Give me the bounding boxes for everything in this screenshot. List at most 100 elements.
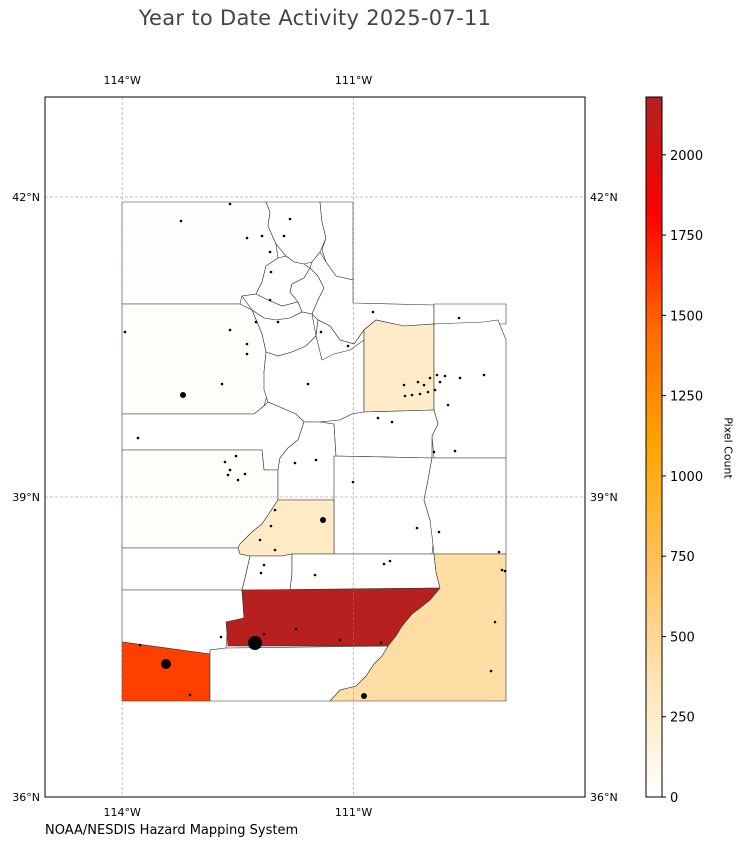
fire-detection (236, 478, 240, 482)
fire-detection (426, 390, 430, 394)
fire-detection (351, 480, 355, 484)
fire-detection (416, 380, 420, 384)
county-piute (241, 553, 293, 591)
county-duchesne (363, 319, 435, 413)
fire-detection (382, 562, 386, 566)
fire-detection (379, 641, 383, 645)
lon-tick-bottom: 111°W (335, 806, 372, 819)
fire-detection (223, 460, 227, 464)
fire-detection (245, 236, 249, 240)
fire-detection (269, 270, 273, 274)
colorbar-tick-label: 1000 (670, 470, 703, 485)
fire-cluster (361, 693, 367, 699)
credit-text: NOAA/NESDIS Hazard Mapping System (45, 823, 299, 838)
fire-detection (390, 420, 394, 424)
colorbar-label: Pixel Count (721, 417, 735, 479)
axis-ticks: 114°W 114°W 111°W 111°W 42°N 42°N 39°N 39°N 36°N… (12, 74, 617, 819)
fire-cluster (161, 659, 171, 669)
colorbar-tick-label: 500 (670, 630, 695, 645)
fire-detection (228, 468, 232, 472)
lon-tick-bottom: 114°W (103, 806, 140, 819)
colorbar-tick-label: 2000 (670, 149, 703, 164)
fire-detection (500, 568, 504, 572)
fire-detection (346, 344, 350, 348)
fire-detection (258, 538, 262, 542)
fire-detection (269, 524, 273, 528)
county-kane (209, 645, 389, 702)
fire-detection (260, 234, 264, 238)
county-box-elder (121, 201, 279, 305)
fire-detection (457, 316, 461, 320)
fire-detection (136, 436, 140, 440)
fire-detection (402, 383, 406, 387)
lat-tick-left: 36°N (12, 791, 40, 804)
fire-detection (493, 620, 497, 624)
lat-tick-left: 42°N (12, 191, 40, 204)
fire-detection (123, 330, 127, 334)
counties-layer (121, 201, 507, 702)
county-beaver (121, 547, 251, 591)
fire-detection (319, 330, 323, 334)
fire-detection (220, 382, 224, 386)
fire-detection (403, 394, 407, 398)
fire-detection (388, 559, 392, 563)
lat-tick-left: 39°N (12, 491, 40, 504)
fire-detection (453, 449, 457, 453)
fire-detection (489, 669, 493, 673)
fire-detection (376, 416, 380, 420)
fire-detection (273, 508, 277, 512)
colorbar: 0 250 500 750 1000 1250 1500 1750 2000 (645, 96, 703, 806)
fire-detection (422, 383, 426, 387)
county-daggett (433, 303, 507, 325)
lat-tick-right: 42°N (590, 191, 618, 204)
fire-cluster (320, 517, 326, 523)
colorbar-tick-label: 750 (670, 550, 695, 565)
county-wayne (289, 553, 441, 591)
chart-title: Year to Date Activity 2025-07-11 (138, 6, 492, 30)
lon-tick-top: 111°W (335, 74, 372, 87)
county-grand (423, 457, 507, 555)
fire-detection (482, 373, 486, 377)
lat-tick-right: 39°N (590, 491, 618, 504)
fire-detection (371, 310, 375, 314)
fire-detection (259, 571, 263, 575)
colorbar-tick-label: 1250 (670, 390, 703, 405)
county-wasatch (315, 319, 365, 361)
fire-detection (415, 526, 419, 530)
fire-detection (314, 458, 318, 462)
fire-detection (503, 569, 507, 573)
fire-detection (433, 388, 437, 392)
fire-detection (262, 632, 266, 636)
fire-detection (438, 380, 442, 384)
map-frame (44, 96, 586, 798)
fire-detection (268, 250, 272, 254)
fire-detection (288, 217, 292, 221)
fire-detection (245, 352, 249, 356)
fire-detection (306, 382, 310, 386)
fire-detection (228, 328, 232, 332)
fire-detection (446, 403, 450, 407)
fire-detection (254, 320, 258, 324)
fire-detection (234, 454, 238, 458)
fire-detection (276, 320, 280, 324)
county-uintah (431, 319, 507, 459)
fire-detection (294, 627, 298, 631)
fire-detection (418, 392, 422, 396)
colorbar-tick-label: 1500 (670, 309, 703, 324)
fire-detection (179, 219, 183, 223)
fire-detections (123, 202, 507, 699)
lat-tick-right: 36°N (590, 791, 618, 804)
fire-detection (437, 530, 441, 534)
county-carbon (319, 409, 439, 459)
fire-detection (338, 638, 342, 642)
lon-tick-top: 114°W (103, 74, 140, 87)
colorbar-tick-label: 0 (670, 791, 678, 806)
fire-detection (138, 643, 142, 647)
county-tooele (121, 303, 269, 415)
colorbar-gradient (645, 96, 663, 798)
fire-detection (273, 548, 277, 552)
fire-detection (443, 374, 447, 378)
colorbar-tick-label: 1750 (670, 229, 703, 244)
fire-detection (226, 473, 230, 477)
fire-detection (228, 202, 232, 206)
